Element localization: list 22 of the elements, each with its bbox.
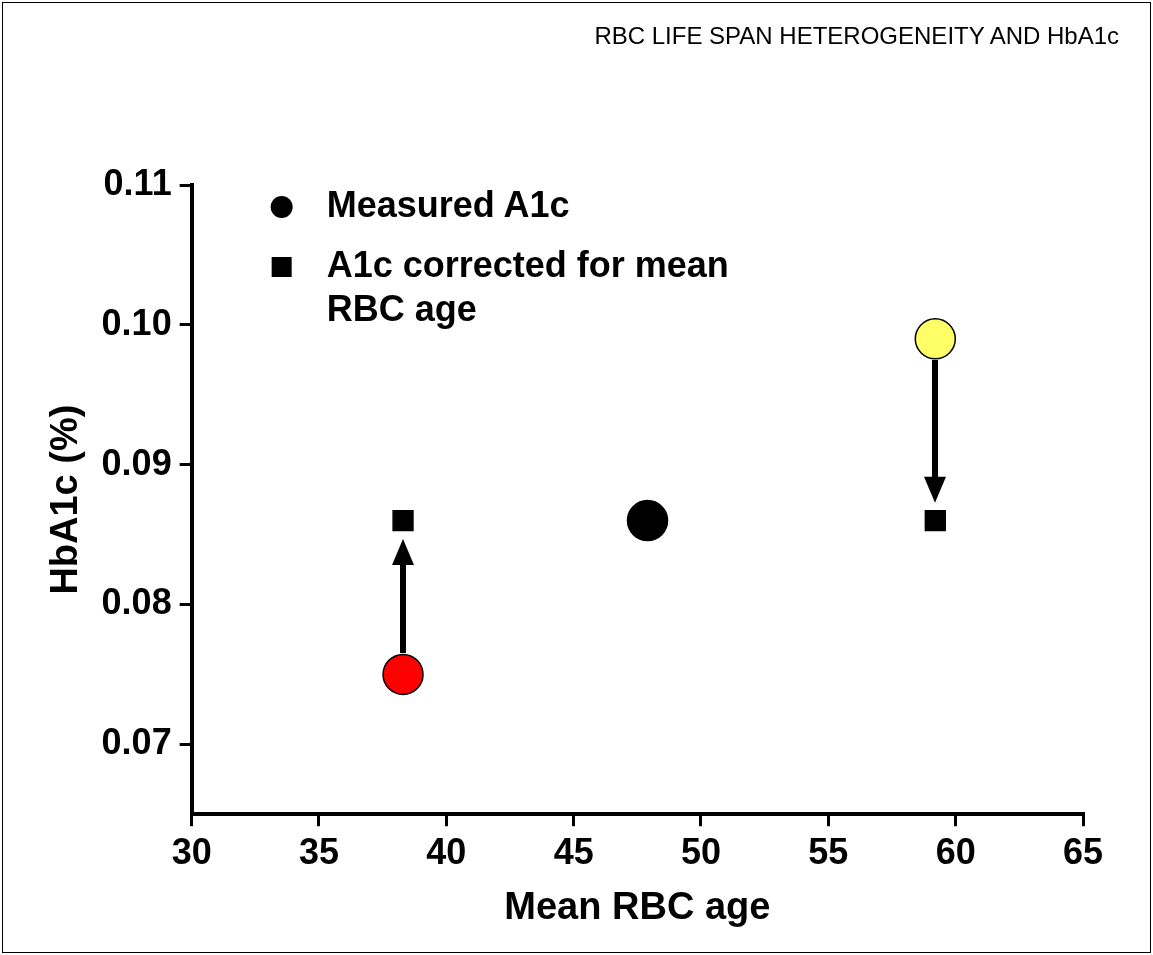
legend-label: Measured A1c <box>326 183 570 225</box>
y-tick-label: 0.11 <box>103 161 172 203</box>
legend-label: A1c corrected for mean RBC age <box>326 243 729 329</box>
point <box>382 653 424 696</box>
point <box>924 509 946 532</box>
x-tick-label: 50 <box>680 830 722 872</box>
x-tick-label: 60 <box>935 830 976 872</box>
x-tick-label: 30 <box>171 830 212 872</box>
x-axis-title: Mean RBC age <box>504 884 771 927</box>
point <box>914 318 957 360</box>
y-tick-label: 0.07 <box>101 721 172 763</box>
y-tick-label: 0.10 <box>101 301 172 343</box>
x-tick-label: 55 <box>808 830 849 872</box>
y-tick-label: 0.09 <box>101 441 172 483</box>
chart-title: RBC LIFE SPAN HETEROGENEITY AND HbA1c <box>594 22 1119 50</box>
x-tick-label: 65 <box>1062 830 1104 872</box>
x-tick-label: 40 <box>426 830 467 872</box>
y-tick-label: 0.08 <box>101 581 172 623</box>
x-tick-label: 35 <box>298 830 340 872</box>
x-tick-label: 45 <box>553 830 594 872</box>
point <box>392 509 414 532</box>
y-axis-title: HbA1c (%) <box>43 404 86 595</box>
